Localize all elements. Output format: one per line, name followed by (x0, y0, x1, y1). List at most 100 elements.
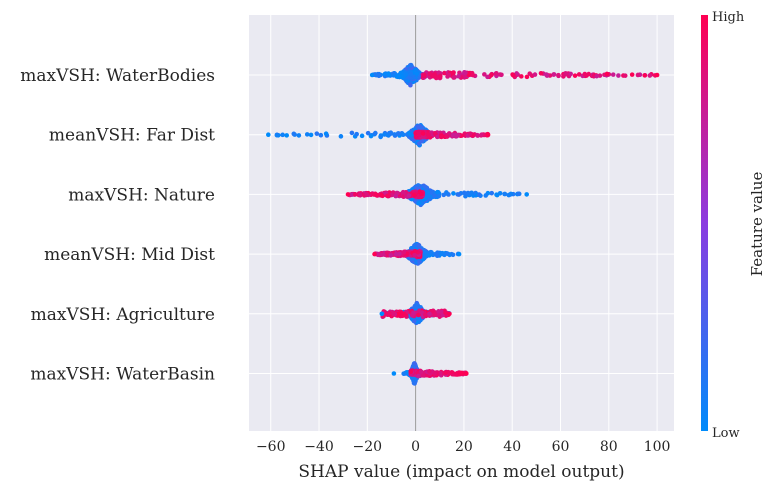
shap-point (568, 71, 573, 77)
shap-point (538, 71, 544, 76)
shap-point (416, 200, 422, 206)
shap-point (483, 193, 489, 198)
x-tick-label: 40 (503, 439, 521, 455)
feature-label: meanVSH: Far Dist (49, 126, 215, 146)
shap-point (314, 131, 320, 136)
x-tick-label: −60 (256, 439, 286, 455)
shap-point (485, 74, 490, 80)
feature-points (266, 123, 491, 148)
shap-point (485, 132, 491, 137)
shap-point (422, 250, 428, 255)
shap-point (450, 70, 456, 76)
shap-point (400, 189, 406, 195)
feature-label: maxVSH: Agriculture (31, 305, 215, 325)
shap-point (284, 133, 290, 138)
shap-point (368, 133, 374, 139)
x-tick-label: 100 (644, 439, 671, 455)
shap-point (418, 369, 424, 375)
shap-point (604, 71, 610, 77)
shap-point (444, 251, 450, 256)
shap-point (386, 71, 391, 76)
shap-point (479, 132, 484, 138)
shap-point (422, 312, 428, 317)
shap-point (416, 312, 421, 318)
feature-labels: maxVSH: WaterBodies meanVSH: Far Dist maxV… (20, 66, 215, 385)
shap-point (425, 190, 431, 195)
shap-point (476, 192, 482, 197)
shap-point (421, 72, 427, 78)
shap-point (556, 72, 561, 78)
shap-point (408, 369, 414, 375)
shap-point (432, 371, 438, 376)
shap-point (379, 252, 385, 258)
shap-point (308, 132, 314, 138)
shap-point (397, 251, 402, 257)
shap-point (369, 191, 375, 197)
shap-point (291, 131, 297, 137)
shap-point (408, 82, 413, 88)
shap-point (489, 190, 495, 196)
shap-point (274, 132, 280, 138)
shap-point (443, 310, 448, 315)
shap-point (400, 132, 406, 138)
shap-point (323, 131, 329, 137)
shap-point (427, 71, 433, 76)
shap-point (419, 138, 425, 144)
shap-point (352, 192, 358, 197)
shap-point (647, 73, 653, 78)
shap-point (357, 192, 363, 197)
shap-point (494, 70, 499, 76)
shap-point (395, 190, 400, 196)
shap-point (338, 134, 344, 139)
shap-point (412, 193, 417, 198)
shap-point (442, 70, 447, 76)
feature-points (391, 361, 469, 386)
x-tick-label: −40 (304, 439, 334, 455)
shap-point (401, 249, 407, 255)
shap-point (582, 71, 588, 77)
shap-point (507, 192, 513, 197)
feature-points (379, 300, 452, 326)
shap-point (378, 192, 384, 198)
shap-point (461, 190, 467, 196)
shap-point (489, 72, 494, 78)
shap-point (427, 311, 432, 317)
shap-point (432, 130, 438, 136)
shap-point (438, 134, 444, 140)
shap-point (451, 191, 456, 196)
colorbar-low-label: Low (712, 426, 740, 441)
shap-point (378, 134, 383, 139)
shap-point (391, 371, 397, 376)
shap-point (516, 191, 521, 197)
shap-point (406, 130, 412, 136)
shap-point (475, 133, 480, 138)
shap-point (482, 72, 487, 77)
shap-point (430, 308, 435, 314)
feature-label: meanVSH: Mid Dist (44, 245, 215, 265)
feature-points (369, 62, 660, 88)
shap-point (391, 311, 396, 317)
shap-point (635, 72, 641, 78)
shap-point (468, 131, 473, 136)
shap-point (349, 130, 355, 136)
x-tick-label: 80 (600, 439, 618, 455)
shap-point (385, 312, 390, 317)
shap-point (427, 369, 432, 374)
shap-point (318, 132, 324, 138)
shap-point (416, 129, 421, 135)
feature-label: maxVSH: WaterBodies (20, 66, 215, 86)
shap-point (446, 72, 452, 78)
shap-point (266, 132, 271, 137)
shap-point (296, 133, 302, 138)
shap-point (497, 72, 503, 77)
feature-points (345, 183, 529, 208)
shap-point (434, 253, 440, 259)
x-tick-label: 20 (455, 439, 473, 455)
shap-point (354, 131, 359, 137)
shap-point (524, 74, 530, 80)
data-points (266, 62, 660, 386)
shap-point (384, 250, 390, 256)
shap-point (572, 73, 578, 78)
shap-point (466, 72, 472, 78)
shap-point (527, 71, 533, 76)
